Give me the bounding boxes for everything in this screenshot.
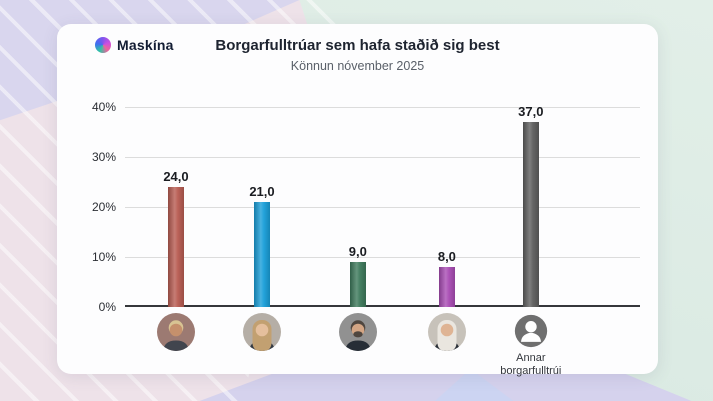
category-label: Annar borgarfulltrúi bbox=[500, 352, 562, 377]
bar-3: 9,0 bbox=[349, 244, 367, 307]
councillor-photo-3 bbox=[303, 312, 413, 352]
category-1 bbox=[121, 312, 231, 352]
bar-value-label: 21,0 bbox=[249, 184, 275, 199]
gridline-20 bbox=[125, 207, 640, 208]
plot-area: 0% 10% 20% 30% 40% 24,0 21,0 9,0 8,0 37,0 bbox=[92, 100, 640, 314]
avatar-row: Annar borgarfulltrúi bbox=[125, 312, 640, 377]
y-tick-label-10: 10% bbox=[91, 250, 116, 264]
bar-value-label: 8,0 bbox=[437, 249, 456, 264]
bar-2: 21,0 bbox=[249, 184, 275, 307]
page-subtitle: Könnun nóvember 2025 bbox=[290, 59, 425, 73]
bar-value-label: 24,0 bbox=[163, 169, 189, 184]
y-tick-label-0: 0% bbox=[98, 300, 116, 314]
councillor-photo-4 bbox=[392, 312, 502, 352]
y-tick-label-30: 30% bbox=[91, 150, 116, 164]
bar-4: 8,0 bbox=[438, 249, 456, 307]
councillor-photo-2 bbox=[207, 312, 317, 352]
brand-name: Maskína bbox=[117, 37, 174, 53]
page-title: Borgarfulltrúar sem hafa staðið sig best bbox=[215, 37, 500, 54]
gridline-30 bbox=[125, 157, 640, 158]
category-5: Annar borgarfulltrúi bbox=[476, 312, 586, 377]
y-tick-label-20: 20% bbox=[91, 200, 116, 214]
gridline-40 bbox=[125, 107, 640, 108]
bar-5: 37,0 bbox=[518, 104, 543, 307]
category-2 bbox=[207, 312, 317, 352]
category-3 bbox=[303, 312, 413, 352]
bar-value-label: 9,0 bbox=[348, 244, 367, 259]
bar-value-label: 37,0 bbox=[518, 104, 544, 119]
generic-person-icon bbox=[476, 312, 586, 350]
bar-1: 24,0 bbox=[163, 169, 189, 307]
brand-logo: Maskína bbox=[95, 37, 174, 53]
x-axis-baseline bbox=[125, 305, 640, 307]
councillor-photo-1 bbox=[121, 312, 231, 352]
chart-card: Maskína Borgarfulltrúar sem hafa staðið … bbox=[57, 24, 658, 377]
gridline-10 bbox=[125, 257, 640, 258]
category-4 bbox=[392, 312, 502, 352]
maskina-logo-icon bbox=[95, 37, 111, 53]
y-tick-label-40: 40% bbox=[91, 100, 116, 114]
